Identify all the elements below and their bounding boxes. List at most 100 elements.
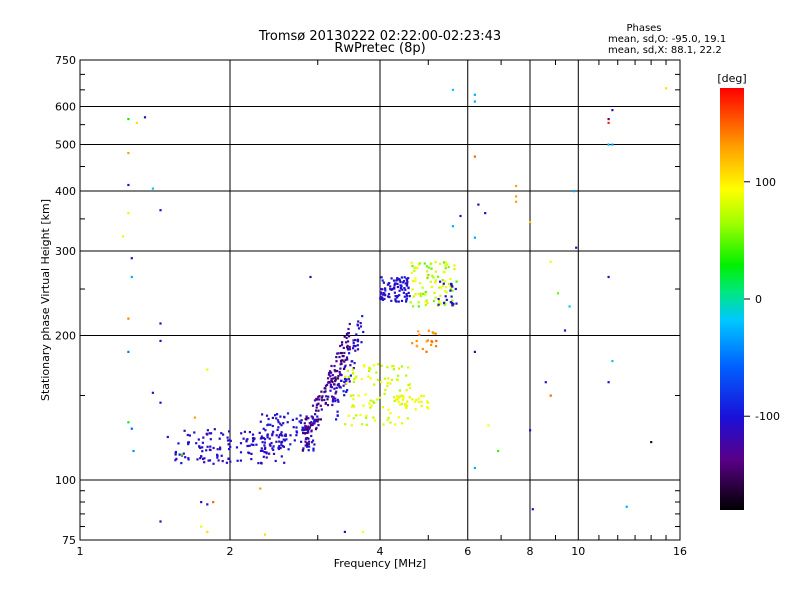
echo-point (529, 220, 532, 224)
echo-point (434, 281, 437, 284)
echo-point (346, 358, 349, 361)
echo-point (260, 447, 263, 450)
echo-point (407, 277, 410, 280)
echo-point (387, 293, 391, 296)
echo-point (431, 274, 434, 277)
echo-point (340, 343, 344, 346)
echo-point (450, 284, 453, 287)
echo-point (315, 418, 318, 421)
echo-point (445, 298, 448, 301)
echo-point (227, 443, 230, 446)
echo-point (324, 401, 327, 405)
echo-point (355, 375, 358, 378)
echo-point (400, 285, 403, 288)
echo-point (272, 452, 276, 455)
echo-point (252, 440, 255, 443)
echo-point (575, 246, 578, 249)
echo-point (434, 270, 437, 273)
echo-point (342, 390, 345, 393)
echo-point (412, 305, 415, 308)
echo-point (417, 305, 420, 308)
echo-point (401, 422, 404, 425)
colorbar-ticks: -100 0 100 (744, 176, 780, 423)
echo-point (377, 363, 380, 366)
echo-point (240, 432, 243, 435)
echo-point (410, 261, 413, 264)
echo-point (312, 449, 315, 452)
echo-point (236, 459, 239, 462)
echo-point (426, 400, 429, 403)
echo-point (429, 262, 432, 265)
echo-point (357, 327, 361, 330)
echo-point (405, 374, 408, 377)
echo-point (352, 380, 355, 383)
echo-point (280, 424, 283, 427)
echo-point (336, 377, 340, 380)
echo-point (406, 400, 409, 404)
echo-point (313, 399, 317, 402)
echo-point (434, 261, 437, 264)
echo-point (331, 403, 334, 407)
echo-point (451, 88, 454, 91)
echo-point (607, 275, 610, 279)
echo-point (279, 447, 282, 450)
echo-point (261, 441, 264, 444)
echo-point (484, 212, 487, 215)
echo-point (277, 436, 280, 439)
echo-point (451, 225, 454, 228)
echo-point (314, 413, 317, 416)
echo-point (239, 459, 242, 462)
echo-point (625, 505, 628, 508)
echo-point (301, 449, 304, 452)
echo-point (220, 432, 223, 435)
echo-point (301, 426, 304, 429)
echo-point (473, 466, 476, 470)
echo-point (335, 360, 338, 363)
echo-point (351, 405, 354, 408)
echo-point (328, 371, 331, 375)
echo-point (414, 408, 417, 411)
echo-point (315, 409, 318, 412)
echo-point (394, 282, 397, 285)
echo-point (432, 331, 435, 334)
echo-point (398, 389, 401, 392)
echo-point (201, 441, 204, 444)
echo-point (315, 420, 318, 423)
echo-point (177, 442, 180, 445)
echo-point (187, 443, 190, 446)
echo-point (330, 364, 333, 368)
echo-point (130, 275, 133, 279)
echo-point (216, 456, 219, 459)
echo-point (415, 398, 418, 402)
echo-point (448, 282, 451, 286)
echo-point (245, 440, 248, 443)
scatter-points (122, 87, 668, 536)
echo-point (352, 342, 355, 345)
echo-point (439, 280, 442, 283)
echo-point (313, 443, 316, 446)
echo-point (400, 276, 403, 279)
echo-point (398, 289, 401, 292)
echo-point (439, 294, 442, 297)
echo-point (422, 394, 426, 398)
echo-point (130, 257, 133, 260)
echo-point (384, 388, 387, 392)
echo-point (332, 398, 335, 401)
echo-point (331, 380, 334, 384)
echo-point (263, 444, 266, 447)
echo-point (352, 367, 355, 370)
echo-point (277, 446, 280, 449)
echo-point (341, 355, 344, 358)
echo-point (195, 442, 198, 445)
echo-point (343, 377, 347, 381)
echo-point (351, 368, 354, 371)
echo-point (312, 422, 315, 425)
echo-point (203, 461, 206, 464)
echo-point (391, 288, 394, 291)
echo-point (549, 260, 552, 263)
echo-point (331, 400, 334, 403)
echo-point (382, 293, 385, 296)
chart-subtitle: RwPretec (8p) (334, 41, 425, 56)
echo-point (208, 432, 211, 435)
echo-point (278, 445, 281, 448)
